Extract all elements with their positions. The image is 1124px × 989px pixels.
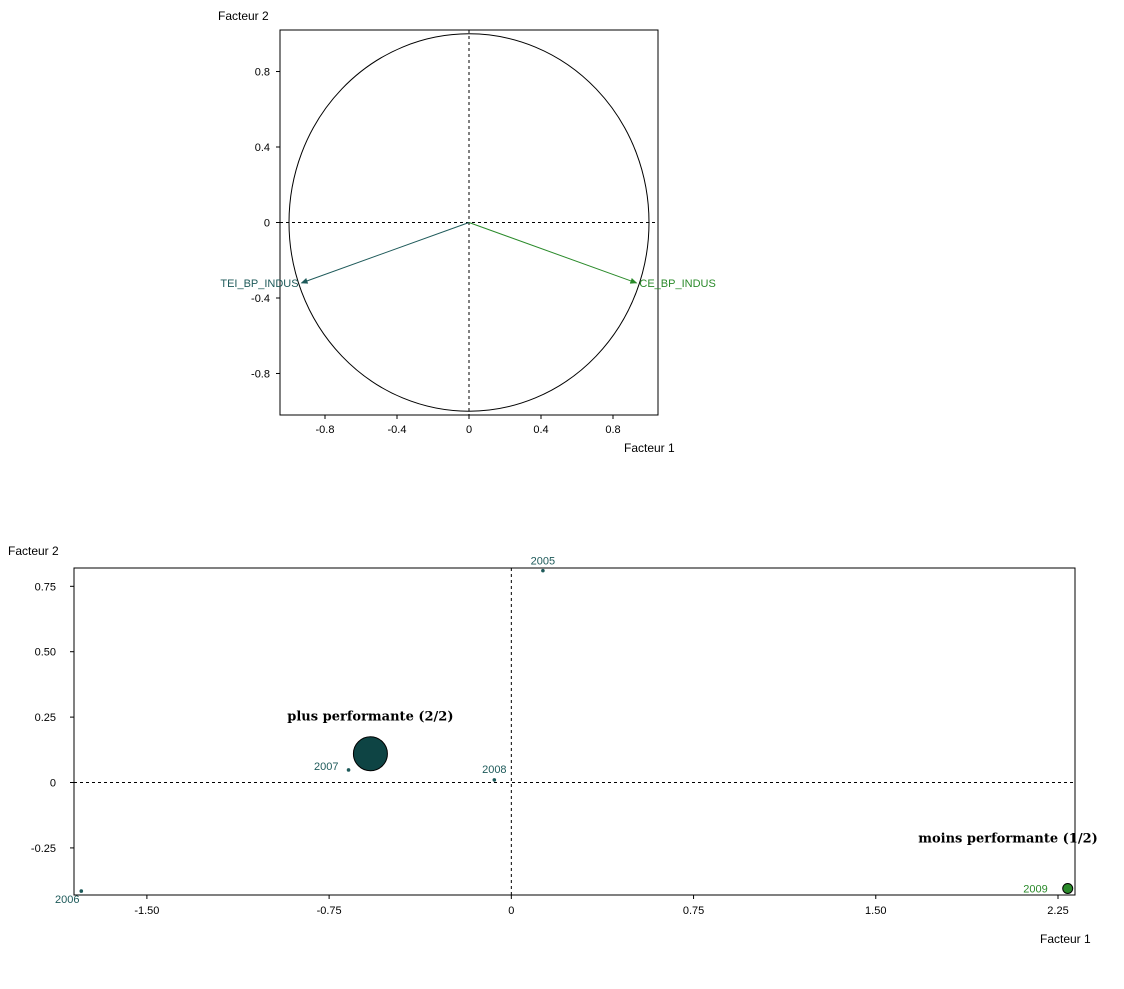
variable-label: CE_BP_INDUS	[639, 278, 715, 290]
point-label: 2005	[531, 556, 555, 568]
chart1-xlabel: Facteur 1	[624, 441, 675, 455]
variable-vector	[468, 222, 638, 284]
chart1-ylabel: Facteur 2	[218, 9, 269, 23]
chart1-xtick-label: 0	[466, 424, 472, 436]
chart2-ytick-label: 0	[50, 778, 56, 790]
point-label: 2009	[1023, 883, 1047, 895]
chart1-xtick-label: -0.4	[388, 424, 407, 436]
individual-point	[79, 889, 84, 893]
cluster-label: moins performante (1/2)	[918, 831, 1098, 846]
cluster-center	[352, 736, 388, 772]
point-label: 2007	[314, 761, 338, 773]
chart2-xlabel: Facteur 1	[1040, 932, 1091, 946]
chart1-xtick-label: 0.4	[533, 424, 548, 436]
correlation-circle-chart: Facteur 2 Facteur 1 0.8 0.4 0 -0.4 -0.8 -0.8 -…	[218, 9, 716, 455]
individual-point	[541, 568, 545, 573]
chart1-ytick-label: -0.4	[251, 293, 270, 305]
chart1-ytick-label: 0.8	[255, 67, 270, 79]
chart2-xtick-label: -1.50	[134, 905, 159, 917]
chart2-ytick-label: 0.25	[35, 712, 56, 724]
chart2-marks: 0.75 0.50 0.25 0 -0.25 -1.50 -0.75 0 0.75 1.50 2.2…	[31, 553, 1098, 917]
chart1-ytick-label: 0	[264, 218, 270, 230]
chart2-ytick-label: -0.25	[31, 843, 56, 855]
individual-point	[1065, 886, 1070, 891]
chart2-ytick-label: 0.75	[35, 581, 56, 593]
chart1-ytick-label: 0.4	[255, 142, 270, 154]
chart2-ylabel: Facteur 2	[8, 544, 59, 558]
chart2-xtick-label: 0.75	[683, 905, 704, 917]
cluster-label: plus performante (2/2)	[287, 710, 453, 725]
chart2-xtick-label: -0.75	[317, 905, 342, 917]
chart1-xtick-label: -0.8	[316, 424, 335, 436]
chart1-xtick-label: 0.8	[605, 424, 620, 436]
chart2-xtick-label: 2.25	[1047, 905, 1068, 917]
chart2-plot-frame	[73, 567, 1076, 896]
chart2-xtick-label: 1.50	[865, 905, 886, 917]
variable-label: TEI_BP_INDUS	[220, 278, 298, 290]
chart1-ytick-label: -0.8	[251, 368, 270, 380]
chart2-ytick-label: 0.50	[35, 647, 56, 659]
individual-point	[346, 768, 351, 772]
point-label-background	[525, 553, 560, 567]
point-label: 2008	[482, 764, 506, 776]
chart1-marks: 0.8 0.4 0 -0.4 -0.8 -0.8 -0.4 0 0.4 0.8 TEI_BP_IND…	[220, 30, 716, 436]
point-label: 2006	[55, 894, 79, 906]
individual-point	[492, 778, 497, 782]
individuals-map-chart: Facteur 2 Facteur 1 0.75 0.50 0.25 0 -0.25 -1…	[8, 544, 1098, 946]
variable-vector	[300, 222, 470, 284]
chart2-xtick-label: 0	[508, 905, 514, 917]
